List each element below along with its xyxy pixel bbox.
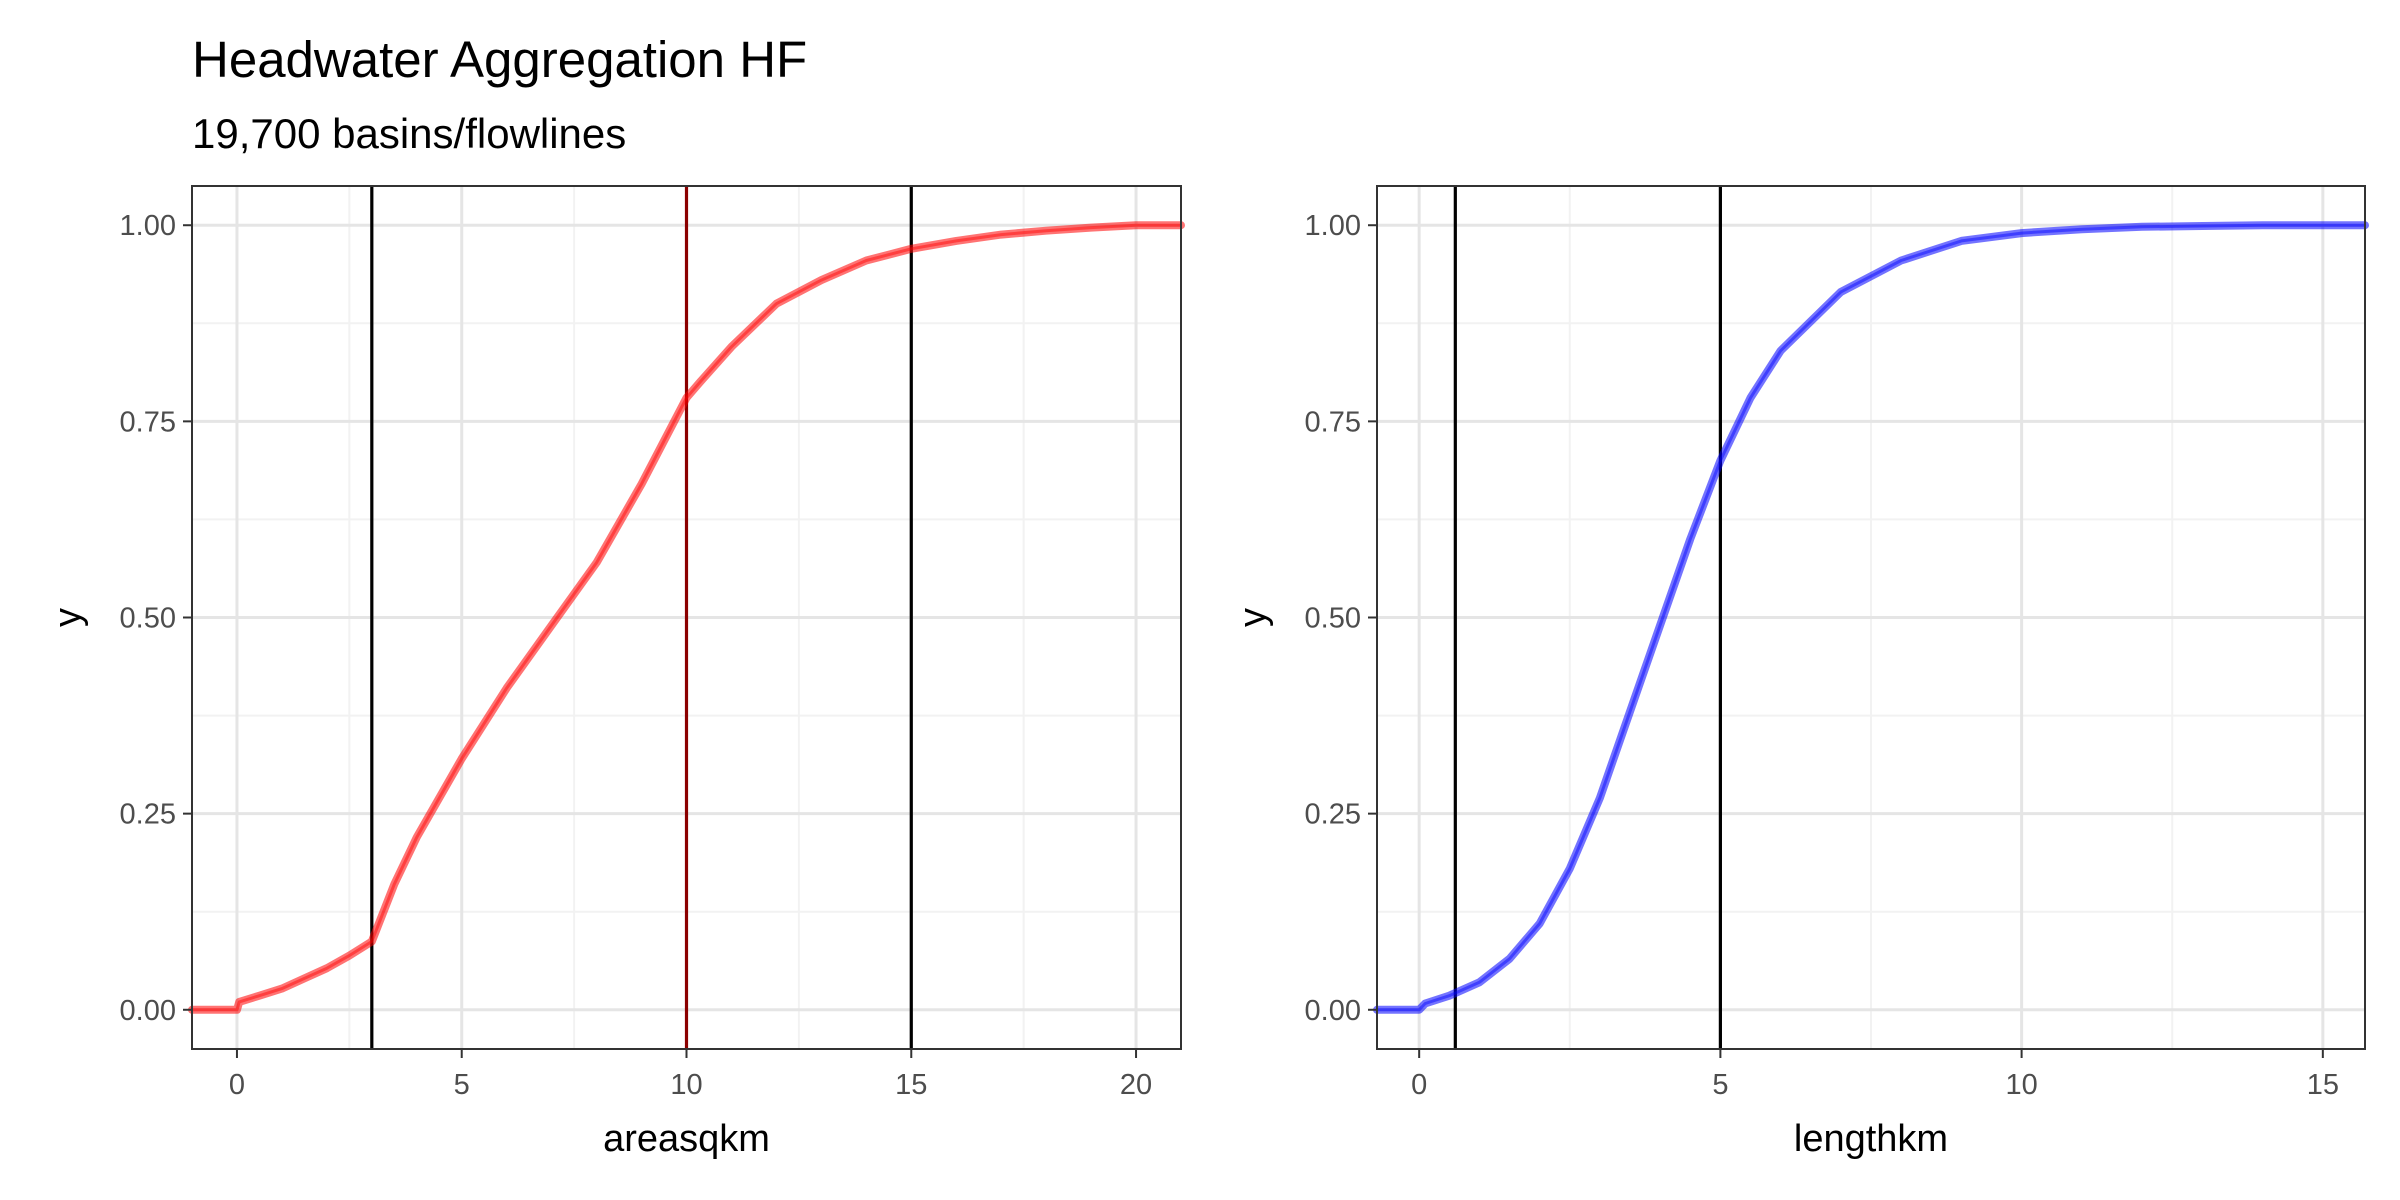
length-cdf-line-core — [1377, 223, 2365, 1012]
length-y-tick-label: 0.50 — [1305, 603, 1361, 635]
area-panel: 0 5 10 15 20 0.00 0.25 0.50 0.75 1.00 areasqkm y — [47, 185, 1185, 1160]
length-y-tick-label: 0.25 — [1305, 799, 1361, 831]
length-x-tick-label: 10 — [2005, 1069, 2037, 1101]
area-y-tick-label: 0.50 — [120, 603, 176, 635]
length-panel: 0 5 10 15 0.00 0.25 0.50 0.75 1.00 lengthkm y — [1232, 185, 2369, 1160]
length-cdf-line — [1373, 221, 2369, 1014]
length-y-tick-label: 1.00 — [1305, 210, 1361, 242]
area-x-axis-title: areasqkm — [603, 1118, 770, 1160]
length-y-tick-label: 0.75 — [1305, 406, 1361, 438]
chart-title: Headwater Aggregation HF — [192, 31, 808, 88]
length-x-axis-title: lengthkm — [1794, 1118, 1948, 1160]
area-y-tick-label: 0.00 — [120, 995, 176, 1027]
area-cdf-line — [188, 221, 1185, 1014]
length-x-tick-label: 15 — [2307, 1069, 2339, 1101]
area-cdf-line-core — [192, 223, 1181, 1012]
area-y-tick-label: 0.75 — [120, 406, 176, 438]
area-x-tick-label: 15 — [895, 1069, 927, 1101]
length-x-tick-label: 0 — [1411, 1069, 1427, 1101]
length-x-tick-label: 5 — [1712, 1069, 1728, 1101]
area-x-tick-label: 10 — [670, 1069, 702, 1101]
area-x-tick-label: 5 — [454, 1069, 470, 1101]
length-y-tick-label: 0.00 — [1305, 995, 1361, 1027]
area-x-tick-label: 20 — [1120, 1069, 1152, 1101]
length-y-axis-title: y — [1232, 608, 1274, 627]
area-y-tick-label: 0.25 — [120, 799, 176, 831]
chart-subtitle: 19,700 basins/flowlines — [192, 110, 627, 157]
area-y-tick-label: 1.00 — [120, 210, 176, 242]
area-x-tick-label: 0 — [229, 1069, 245, 1101]
area-y-axis-title: y — [47, 608, 89, 627]
